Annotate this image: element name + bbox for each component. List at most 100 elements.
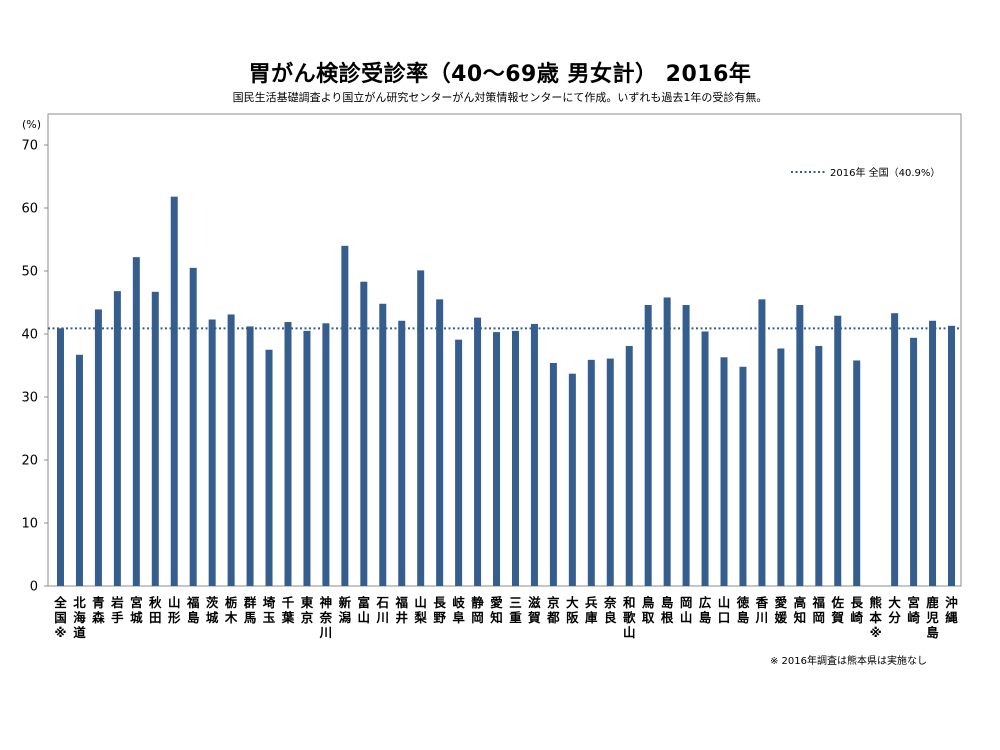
bar (511, 330, 519, 586)
x-axis: 全国※北海道青森岩手宮城秋田山形福島茨城栃木群馬埼玉千葉東京神奈川新潟富山石川福… (53, 595, 958, 640)
bar (758, 299, 766, 586)
x-tick-label: 愛媛 (774, 595, 788, 625)
x-tick-label: 滋賀 (527, 595, 541, 625)
y-tick-label: 40 (21, 328, 38, 343)
x-tick-label: 栃木 (224, 595, 238, 625)
bar (94, 309, 102, 586)
x-tick-label: 茨城 (206, 595, 219, 625)
y-tick-label: 30 (21, 391, 38, 406)
bar (284, 322, 292, 586)
x-tick-label: 岡山 (680, 595, 693, 625)
x-tick-label: 北海道 (73, 595, 86, 640)
x-tick-label: 山梨 (413, 595, 427, 625)
bar (834, 315, 842, 586)
x-tick-label: 青森 (92, 595, 105, 625)
x-tick-label: 岩手 (110, 595, 124, 625)
bar (568, 373, 576, 586)
x-tick-label: 新潟 (339, 595, 352, 625)
x-tick-label: 宮城 (130, 595, 143, 625)
bar (853, 360, 861, 586)
y-tick-label: 20 (21, 454, 38, 469)
y-tick-label: 60 (21, 202, 38, 217)
bar (663, 297, 671, 586)
bar (474, 317, 482, 586)
chart-subtitle: 国民生活基礎調査より国立がん研究センターがん対策情報センターにて作成。いずれも過… (232, 91, 768, 104)
bar (303, 330, 311, 586)
x-tick-label: 全国※ (53, 595, 67, 640)
bar (436, 299, 444, 586)
bar (57, 328, 64, 586)
bar (682, 305, 690, 586)
chart-title: 胃がん検診受診率（40〜69歳 男女計） 2016年 (248, 62, 752, 87)
x-tick-label: 愛知 (489, 595, 503, 625)
x-tick-label: 福島 (186, 595, 200, 625)
x-tick-label: 秋田 (149, 595, 162, 625)
bar (455, 339, 463, 586)
bar (739, 366, 747, 586)
y-axis: 0 10 20 30 40 50 60 70 (21, 139, 48, 595)
y-tick-label: 0 (30, 580, 38, 595)
bar (606, 358, 614, 586)
x-tick-label: 沖縄 (945, 595, 958, 625)
x-tick-label: 神奈川 (319, 595, 333, 640)
bar (417, 270, 425, 586)
x-tick-label: 千葉 (281, 595, 295, 625)
bar (625, 345, 633, 586)
x-tick-label: 鳥取 (642, 595, 655, 625)
x-tick-label: 大阪 (566, 595, 579, 625)
x-tick-label: 東京 (301, 595, 314, 625)
legend: 2016年 全国（40.9%） (791, 166, 940, 179)
bar (360, 281, 368, 586)
y-axis-label: (%) (22, 118, 41, 131)
x-tick-label: 福井 (394, 595, 408, 625)
bar (379, 303, 387, 586)
bar (170, 196, 178, 586)
x-tick-label: 大分 (888, 595, 901, 625)
bar (322, 323, 330, 586)
bar (549, 362, 557, 586)
x-tick-label: 石川 (376, 595, 390, 625)
bar (815, 345, 823, 586)
bar (720, 357, 728, 586)
bar (227, 314, 235, 586)
bar (75, 354, 83, 586)
bar (341, 245, 349, 587)
x-tick-label: 三重 (509, 595, 522, 625)
x-tick-label: 熊本※ (869, 595, 882, 640)
legend-label: 2016年 全国（40.9%） (830, 166, 940, 179)
bar (208, 319, 216, 586)
bar (265, 349, 273, 586)
x-tick-label: 埼玉 (263, 595, 276, 625)
bar (644, 305, 652, 586)
x-tick-label: 香川 (755, 595, 769, 625)
x-tick-label: 広島 (699, 595, 712, 625)
bar (132, 257, 140, 586)
bar (587, 359, 595, 586)
footnote: ※ 2016年調査は熊本県は実施なし (770, 656, 928, 667)
x-tick-label: 群馬 (243, 595, 257, 625)
bar (929, 320, 937, 586)
x-tick-label: 京都 (546, 595, 560, 625)
y-tick-label: 10 (21, 517, 38, 532)
bar (246, 326, 254, 586)
x-tick-label: 長野 (433, 595, 446, 625)
bar (910, 337, 918, 586)
plot-area-frame (47, 113, 962, 587)
bar (113, 291, 121, 586)
y-tick-label: 50 (21, 265, 38, 280)
x-tick-label: 長崎 (850, 595, 863, 625)
bar (493, 332, 501, 586)
x-tick-label: 宮崎 (907, 595, 920, 625)
x-tick-label: 鹿児島 (925, 595, 939, 640)
bar (891, 313, 899, 586)
bar (151, 291, 159, 586)
bar-series (57, 196, 955, 587)
x-tick-label: 奈良 (603, 595, 617, 625)
x-tick-label: 山形 (168, 595, 181, 625)
x-tick-label: 高知 (793, 595, 807, 625)
bar (530, 323, 538, 586)
x-tick-label: 和歌山 (622, 595, 636, 640)
x-tick-label: 兵庫 (584, 595, 598, 625)
bar (796, 305, 804, 586)
